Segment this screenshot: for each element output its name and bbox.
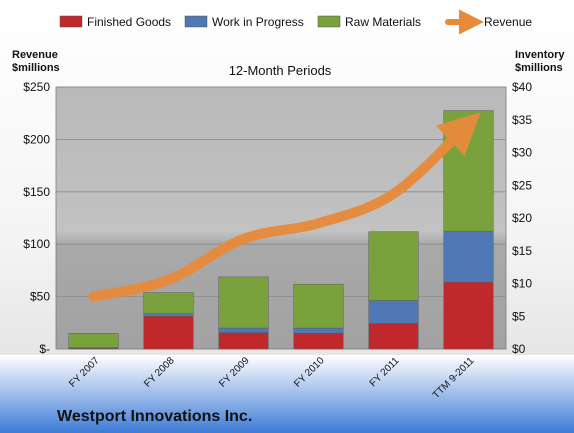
footer-gradient xyxy=(0,355,574,433)
bar-segment xyxy=(68,333,119,348)
right-tick-label: $5 xyxy=(512,309,526,323)
bar-segment xyxy=(443,281,494,350)
bar-series xyxy=(68,110,494,350)
right-tick-label: $0 xyxy=(512,342,526,356)
legend-label: Raw Materials xyxy=(345,15,421,29)
right-tick-label: $20 xyxy=(512,211,532,225)
bar-segment xyxy=(218,332,269,350)
left-axis-title-line1: Revenue xyxy=(12,49,58,61)
right-tick-label: $10 xyxy=(512,277,532,291)
revenue-line xyxy=(88,112,481,302)
bar-segment xyxy=(143,292,194,314)
bar-segment xyxy=(443,230,494,283)
left-tick-label: $- xyxy=(39,342,50,356)
legend: Finished Goods Work in Progress Raw Materi… xyxy=(59,9,532,35)
left-tick-label: $250 xyxy=(23,80,50,94)
bar-segment xyxy=(368,231,419,301)
right-tick-label: $40 xyxy=(512,80,532,94)
bar-segment xyxy=(293,333,344,350)
bar-segment xyxy=(218,327,269,333)
left-tick-label: $200 xyxy=(23,132,50,146)
right-axis-title-line2: $millions xyxy=(515,62,563,74)
legend-swatch xyxy=(59,15,83,28)
legend-label: Work in Progress xyxy=(212,15,304,29)
right-tick-label: $30 xyxy=(512,146,532,160)
revenue-series xyxy=(88,112,481,302)
bar-segment xyxy=(143,313,194,317)
bar-segment xyxy=(293,283,344,329)
bar-segment xyxy=(368,323,419,350)
right-tick-label: $35 xyxy=(512,113,532,127)
right-tick-label: $25 xyxy=(512,178,532,192)
grid-lines xyxy=(56,86,506,350)
company-title: Westport Innovations Inc. xyxy=(57,408,252,425)
bar-segment xyxy=(368,300,419,324)
left-tick-label: $100 xyxy=(23,237,50,251)
plot-area xyxy=(55,86,507,350)
left-axis-title-line2: $millions xyxy=(12,62,60,74)
chart-subtitle: 12-Month Periods xyxy=(229,63,332,78)
legend-swatch xyxy=(317,15,341,28)
left-tick-label: $50 xyxy=(30,290,50,304)
right-tick-label: $15 xyxy=(512,244,532,258)
legend-swatch xyxy=(184,15,208,28)
bar-segment xyxy=(293,327,344,334)
left-tick-label: $150 xyxy=(23,185,50,199)
right-axis-title-line1: Inventory xyxy=(515,49,565,61)
bar-segment xyxy=(143,316,194,350)
legend-label: Revenue xyxy=(484,15,532,29)
bar-segment xyxy=(218,276,269,329)
legend-label: Finished Goods xyxy=(87,15,171,29)
